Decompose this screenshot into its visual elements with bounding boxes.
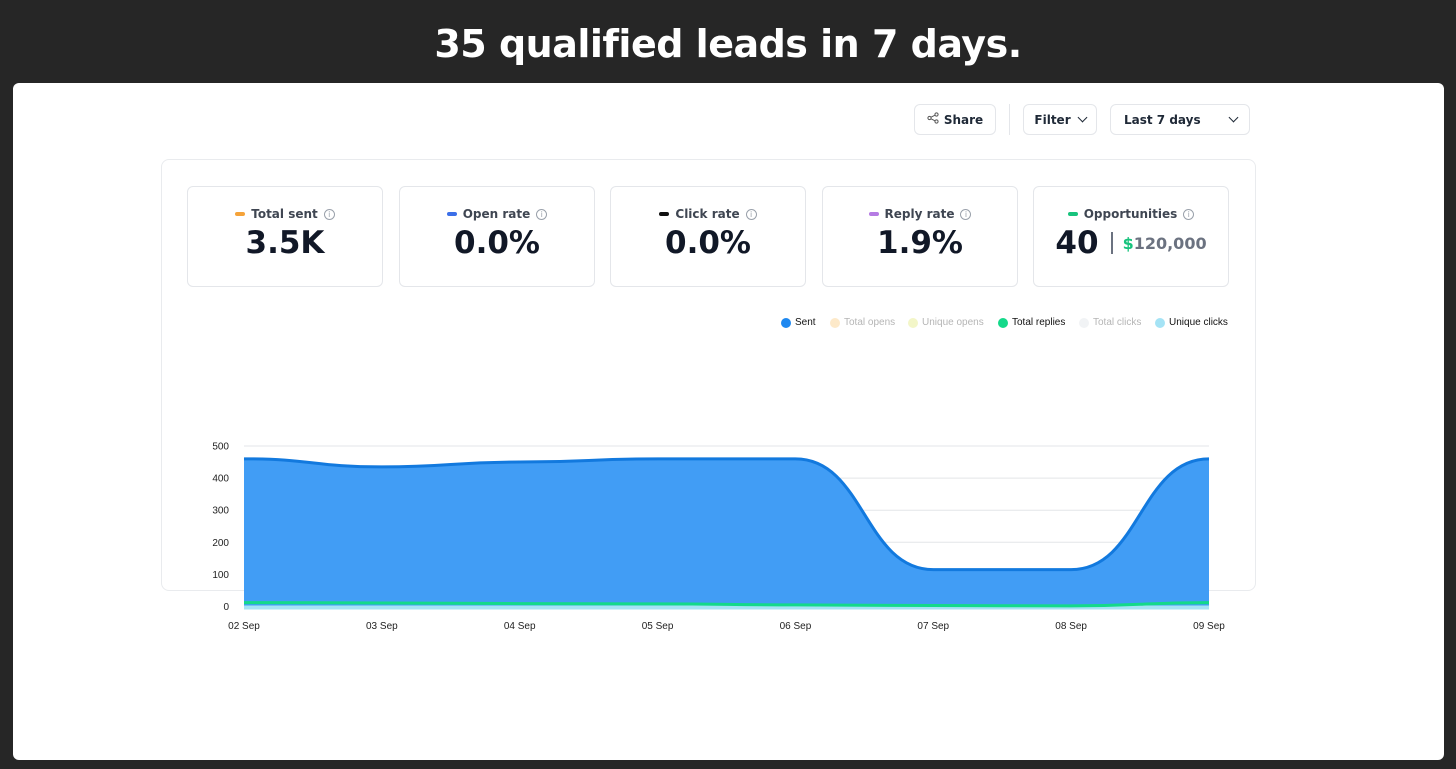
- legend-item-total-clicks[interactable]: Total clicks: [1079, 317, 1141, 328]
- stat-label: Total sent: [251, 207, 318, 221]
- info-icon[interactable]: i: [745, 208, 757, 220]
- legend-item-unique-opens[interactable]: Unique opens: [908, 317, 984, 328]
- legend-label: Unique clicks: [1169, 317, 1228, 328]
- stat-value: 1.9%: [877, 225, 963, 261]
- stat-value: 0.0%: [665, 225, 751, 261]
- info-icon[interactable]: i: [323, 208, 335, 220]
- stat-label: Opportunities: [1083, 207, 1178, 221]
- share-icon: [927, 112, 939, 127]
- y-tick-label: 100: [212, 570, 229, 581]
- info-icon[interactable]: i: [960, 208, 972, 220]
- toolbar-divider: [1009, 104, 1010, 135]
- stat-value: 3.5K: [245, 225, 325, 261]
- open-rate-color-marker: [446, 212, 457, 216]
- legend-marker: [781, 317, 791, 328]
- legend-label: Unique opens: [922, 317, 984, 328]
- legend-label: Total clicks: [1093, 317, 1142, 328]
- series-band-unique-clicks: [244, 605, 1209, 610]
- legend-label: Total opens: [844, 317, 896, 328]
- legend-marker: [908, 317, 918, 328]
- stat-card-open-rate[interactable]: Open rate i 0.0%: [399, 186, 595, 287]
- stat-label: Reply rate: [884, 207, 955, 221]
- y-tick-label: 300: [212, 506, 229, 517]
- stat-card-total-sent[interactable]: Total sent i 3.5K: [187, 186, 383, 287]
- legend-marker: [1079, 317, 1089, 328]
- date-range-select[interactable]: Last 7 days: [1110, 104, 1250, 135]
- x-tick-label: 07 Sep: [917, 621, 949, 632]
- value-separator: [1110, 232, 1113, 254]
- stat-value: 0.0%: [454, 225, 540, 261]
- share-label: Share: [943, 112, 984, 127]
- total-sent-color-marker: [235, 212, 246, 216]
- series-line-total-replies: [243, 601, 1210, 608]
- y-tick-label: 400: [212, 474, 229, 485]
- opportunity-amount: $120,000: [1123, 234, 1207, 253]
- amount-value: 120,000: [1133, 233, 1207, 253]
- legend-marker: [1155, 317, 1165, 328]
- stat-label: Open rate: [462, 207, 531, 221]
- stat-card-opportunities[interactable]: Opportunities i 40 $120,000: [1033, 186, 1229, 287]
- x-tick-label: 09 Sep: [1193, 621, 1225, 632]
- click-rate-color-marker: [659, 212, 670, 216]
- x-tick-label: 08 Sep: [1055, 621, 1087, 632]
- x-tick-label: 05 Sep: [642, 621, 674, 632]
- stat-value: 40: [1055, 225, 1099, 261]
- y-tick-label: 0: [223, 602, 229, 613]
- legend-item-total-opens[interactable]: Total opens: [830, 317, 895, 328]
- opportunities-value-row: 40 $120,000: [1034, 225, 1228, 261]
- chart-legend: Sent Total opens Unique opens Total repl…: [0, 317, 1456, 333]
- x-tick-label: 04 Sep: [504, 621, 536, 632]
- info-icon[interactable]: i: [536, 208, 548, 220]
- x-tick-label: 06 Sep: [780, 621, 812, 632]
- date-range-label: Last 7 days: [1124, 112, 1201, 127]
- legend-item-sent[interactable]: Sent: [781, 317, 816, 328]
- stat-card-click-rate[interactable]: Click rate i 0.0%: [610, 186, 806, 287]
- reply-rate-color-marker: [868, 212, 879, 216]
- y-tick-label: 500: [212, 442, 229, 453]
- legend-item-unique-clicks[interactable]: Unique clicks: [1155, 317, 1228, 328]
- share-button[interactable]: Share: [914, 104, 996, 135]
- series-area-sent: [244, 458, 1209, 607]
- filter-button[interactable]: Filter: [1023, 104, 1097, 135]
- legend-label: Total replies: [1012, 317, 1066, 328]
- filter-label: Filter: [1034, 112, 1071, 127]
- legend-label: Sent: [795, 317, 816, 328]
- legend-item-total-replies[interactable]: Total replies: [998, 317, 1065, 328]
- stat-card-reply-rate[interactable]: Reply rate i 1.9%: [822, 186, 1018, 287]
- opportunities-color-marker: [1067, 212, 1078, 216]
- x-tick-label: 03 Sep: [366, 621, 398, 632]
- y-tick-label: 200: [212, 538, 229, 549]
- stat-label: Click rate: [675, 207, 740, 221]
- legend-marker: [998, 317, 1008, 328]
- legend-marker: [830, 317, 840, 328]
- x-tick-label: 02 Sep: [228, 621, 260, 632]
- info-icon[interactable]: i: [1183, 208, 1195, 220]
- currency-symbol: $: [1122, 233, 1134, 253]
- page-headline: 35 qualified leads in 7 days.: [434, 22, 1022, 66]
